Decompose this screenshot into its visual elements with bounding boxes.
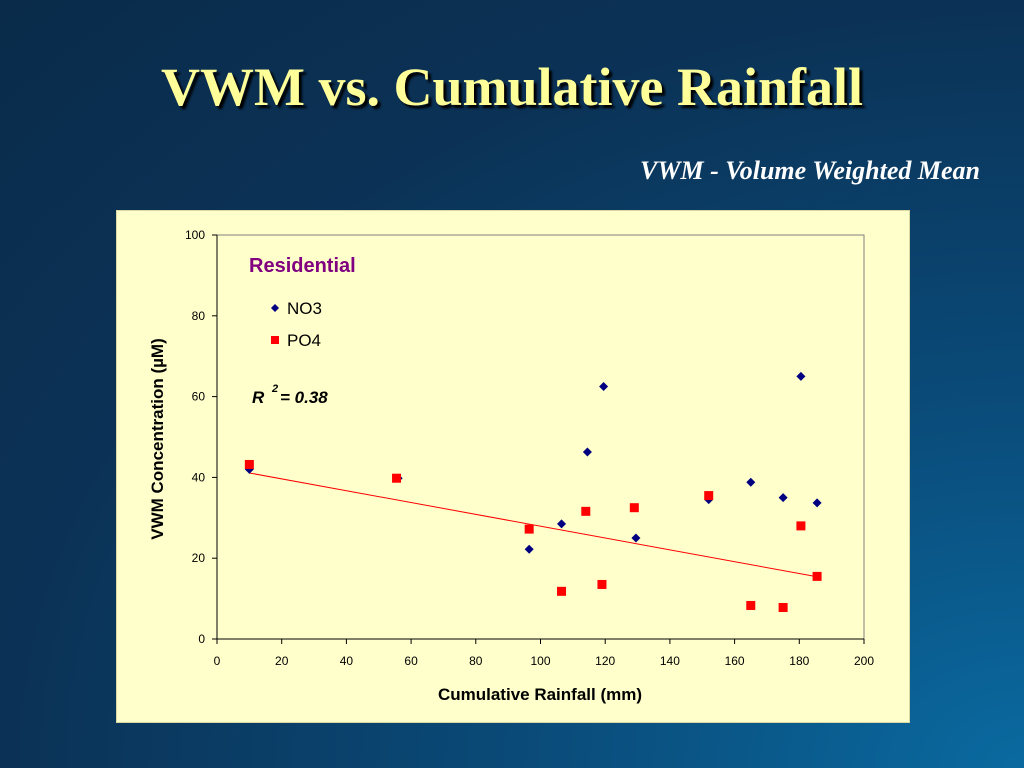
po4-point — [524, 524, 534, 534]
po4-point — [597, 579, 607, 589]
po4-point — [812, 571, 822, 581]
no3-point — [631, 533, 641, 543]
y-tick-label: 100 — [185, 228, 205, 242]
x-tick-label: 40 — [340, 654, 354, 668]
po4-point — [244, 459, 254, 469]
po4-point — [796, 521, 806, 531]
po4-point — [557, 586, 567, 596]
r-value: = 0.38 — [280, 388, 328, 407]
y-tick-label: 60 — [192, 390, 206, 404]
chart-panel: 0 20 40 60 80 100 120 140 160 180 200 0 20 40 60 80 100 … — [116, 210, 910, 723]
x-tick-label: 120 — [595, 654, 615, 668]
po4-point — [778, 602, 788, 612]
legend-no3-label: NO3 — [287, 299, 322, 318]
po4-point — [629, 503, 639, 513]
x-tick-label: 80 — [469, 654, 483, 668]
no3-point — [812, 498, 822, 508]
data-points — [244, 371, 822, 612]
x-axis-label: Cumulative Rainfall (mm) — [438, 685, 642, 704]
slide-title: VWM vs. Cumulative Rainfall — [161, 57, 863, 117]
x-tick-label: 0 — [214, 654, 221, 668]
no3-point — [599, 382, 609, 391]
legend-po4-marker — [271, 336, 279, 344]
slide-subtitle: VWM - Volume Weighted Mean — [640, 156, 980, 185]
y-tick-label: 20 — [192, 551, 206, 565]
y-tick-label: 0 — [198, 632, 205, 646]
no3-point — [746, 477, 756, 487]
po4-point — [704, 491, 714, 501]
no3-point — [796, 371, 806, 381]
r-exponent: 2 — [271, 383, 278, 395]
x-tick-label: 180 — [789, 654, 809, 668]
y-tick-label: 80 — [192, 309, 206, 323]
x-tick-label: 20 — [275, 654, 289, 668]
y-axis-label: VWM Concentration (µM) — [148, 338, 167, 540]
no3-point — [557, 519, 567, 529]
x-tick-label: 100 — [530, 654, 550, 668]
x-tick-label: 200 — [854, 654, 874, 668]
chart-title: Residential — [249, 255, 356, 277]
legend-po4-label: PO4 — [287, 331, 321, 350]
legend-no3-marker — [271, 304, 279, 312]
x-tick-label: 160 — [725, 654, 745, 668]
scatter-chart: 0 20 40 60 80 100 120 140 160 180 200020406080100 … — [148, 228, 874, 704]
r-squared-annotation: R 2 = 0.38 — [252, 383, 328, 407]
x-tick-label: 60 — [404, 654, 418, 668]
po4-point — [581, 506, 591, 516]
r-label: R — [252, 388, 265, 407]
po4-point — [392, 473, 402, 483]
no3-point — [778, 493, 788, 503]
po4-point — [746, 600, 756, 610]
y-tick-label: 40 — [192, 470, 206, 484]
legend: NO3 PO4 — [271, 299, 322, 350]
no3-point — [524, 544, 534, 554]
x-tick-label: 140 — [660, 654, 680, 668]
no3-point — [582, 447, 592, 457]
axes: 0 20 40 60 80 100 120 140 160 180 200 0 20 40 60 80 100 — [185, 228, 874, 668]
plot-area-border — [216, 234, 865, 640]
